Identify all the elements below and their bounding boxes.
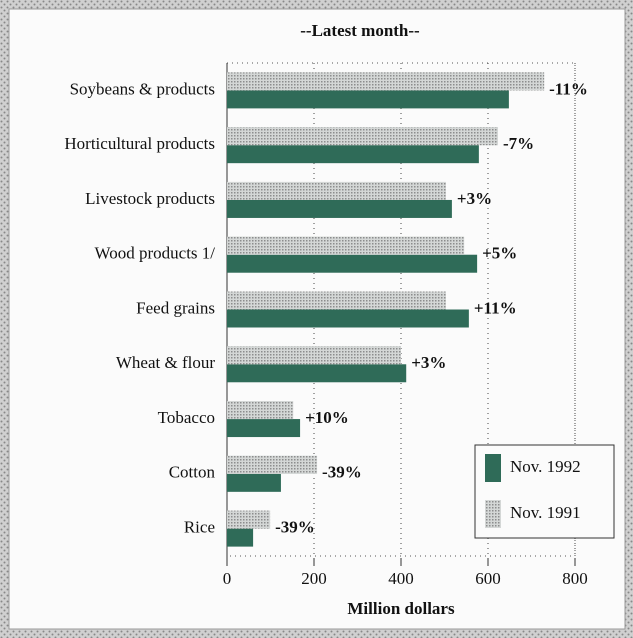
legend-label: Nov. 1992 — [510, 457, 581, 476]
legend-label: Nov. 1991 — [510, 503, 581, 522]
change-label: -39% — [275, 518, 315, 537]
x-tick-label: 400 — [388, 569, 414, 588]
change-label: +3% — [457, 189, 492, 208]
change-label: +11% — [474, 298, 517, 317]
bar-texture — [227, 291, 446, 310]
bar-texture — [227, 346, 401, 365]
y-tick-label: Wheat & flour — [116, 353, 215, 372]
bar-texture — [227, 127, 499, 146]
y-tick-label: Wood products 1/ — [95, 244, 216, 263]
y-tick-label: Horticultural products — [64, 134, 215, 153]
bar — [227, 473, 281, 492]
y-tick-label: Tobacco — [158, 408, 215, 427]
y-tick-label: Livestock products — [85, 189, 215, 208]
change-label: -7% — [503, 134, 534, 153]
y-tick-label: Rice — [184, 518, 215, 537]
y-tick-label: Soybeans & products — [70, 79, 215, 98]
bar — [227, 309, 469, 328]
x-tick-label: 200 — [301, 569, 327, 588]
legend-texture — [485, 500, 501, 528]
change-label: -11% — [549, 79, 588, 98]
change-label: +10% — [305, 408, 349, 427]
bar-texture — [227, 72, 545, 91]
bar-texture — [227, 236, 465, 255]
change-label: +3% — [411, 353, 446, 372]
bar — [227, 199, 452, 218]
bar-texture — [227, 401, 294, 420]
bar — [227, 419, 301, 438]
bar-texture — [227, 181, 446, 200]
change-label: -39% — [322, 463, 362, 482]
bar — [227, 145, 479, 164]
legend-swatch — [485, 454, 501, 482]
bar — [227, 364, 407, 383]
chart-title: --Latest month-- — [300, 21, 420, 40]
y-tick-label: Feed grains — [136, 298, 215, 317]
x-tick-label: 600 — [475, 569, 501, 588]
x-tick-label: 0 — [223, 569, 232, 588]
y-tick-label: Cotton — [169, 463, 216, 482]
bar — [227, 90, 509, 109]
change-label: +5% — [482, 244, 517, 263]
x-tick-label: 800 — [562, 569, 588, 588]
bar — [227, 254, 478, 273]
bar — [227, 528, 254, 547]
bar-texture — [227, 455, 318, 474]
x-axis-label: Million dollars — [347, 599, 455, 618]
bar-texture — [227, 510, 271, 529]
